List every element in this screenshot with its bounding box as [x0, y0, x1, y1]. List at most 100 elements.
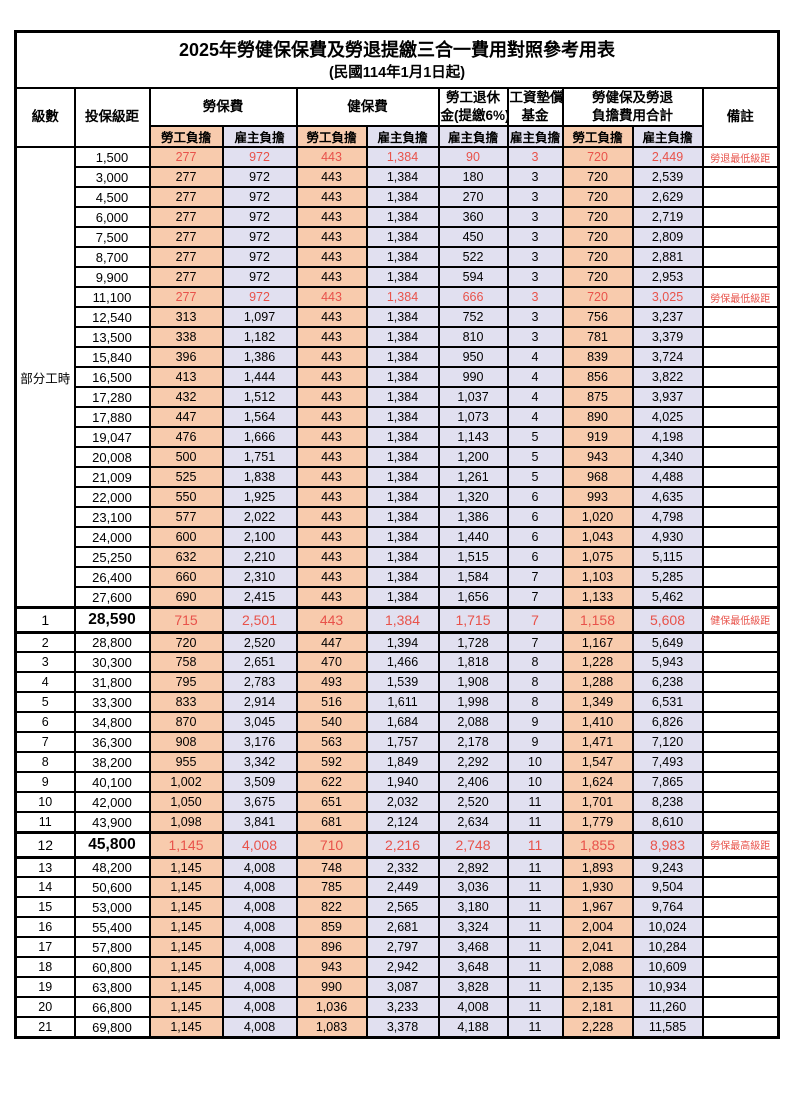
cell-total-employee: 1,855 — [561, 830, 634, 859]
cell-labor-employer: 2,914 — [221, 691, 298, 714]
table-row: 21,009 525 1,838 443 1,384 1,261 5 968 4,488 — [16, 466, 780, 489]
cell-total-employer: 3,025 — [631, 286, 704, 309]
subheader-labor-employer: 雇主負擔 — [221, 125, 298, 149]
cell-total-employer: 3,724 — [631, 346, 704, 369]
cell-pension-employer: 1,715 — [437, 605, 509, 634]
table-row: 8 38,200 955 3,342 592 1,849 2,292 10 1,547 7,493 — [14, 751, 780, 774]
cell-total-employer: 3,379 — [631, 326, 704, 349]
table-row: 部分工時 1,500 277 972 443 1,384 90 3 720 2,449 勞退最低級距 — [14, 146, 780, 609]
table-row: 20,008 500 1,751 443 1,384 1,200 5 943 4,340 — [16, 446, 780, 469]
cell-labor-employee: 396 — [148, 346, 224, 369]
cell-health-employee: 943 — [295, 956, 368, 979]
table-row: 24,000 600 2,100 443 1,384 1,440 6 1,043 4,930 — [16, 526, 780, 549]
cell-labor-employee: 632 — [148, 546, 224, 569]
cell-total-employee: 2,041 — [561, 936, 634, 959]
cell-pension-employer: 1,073 — [437, 406, 509, 429]
cell-health-employee: 443 — [295, 286, 368, 309]
cell-note — [701, 811, 780, 834]
cell-salary-bracket: 20,008 — [73, 446, 151, 469]
cell-health-employer: 1,466 — [365, 651, 440, 674]
subheader-total-employee: 勞工負擔 — [561, 125, 634, 149]
cell-level: 18 — [14, 956, 76, 979]
cell-labor-employee: 715 — [148, 605, 224, 634]
cell-labor-employer: 2,520 — [221, 631, 298, 654]
table-row: 17,880 447 1,564 443 1,384 1,073 4 890 4,025 — [16, 406, 780, 429]
cell-pension-employer: 2,292 — [437, 751, 509, 774]
cell-note — [701, 976, 780, 999]
cell-salary-bracket: 25,250 — [73, 546, 151, 569]
cell-note — [701, 246, 780, 269]
cell-labor-employer: 3,045 — [221, 711, 298, 734]
cell-health-employer: 1,384 — [365, 486, 440, 509]
cell-total-employee: 890 — [561, 406, 634, 429]
cell-level: 19 — [14, 976, 76, 999]
cell-salary-bracket: 23,100 — [73, 506, 151, 529]
cell-pension-employer: 810 — [437, 326, 509, 349]
cell-pension-employer: 450 — [437, 226, 509, 249]
cell-pension-employer: 666 — [437, 286, 509, 309]
cell-salary-bracket: 34,800 — [73, 711, 151, 734]
cell-health-employer: 1,539 — [365, 671, 440, 694]
cell-level: 1 — [14, 605, 76, 634]
cell-note — [701, 426, 780, 449]
cell-total-employer: 11,260 — [631, 996, 704, 1019]
cell-health-employer: 2,681 — [365, 916, 440, 939]
cell-pension-employer: 180 — [437, 166, 509, 189]
cell-pension-employer: 594 — [437, 266, 509, 289]
cell-total-employer: 6,826 — [631, 711, 704, 734]
cell-labor-employee: 550 — [148, 486, 224, 509]
cell-fund-employer: 11 — [506, 811, 564, 834]
cell-health-employer: 1,384 — [365, 206, 440, 229]
cell-health-employer: 1,394 — [365, 631, 440, 654]
cell-labor-employee: 795 — [148, 671, 224, 694]
cell-health-employee: 470 — [295, 651, 368, 674]
cell-labor-employee: 338 — [148, 326, 224, 349]
fund-header-line1: 工資墊償 — [509, 89, 563, 105]
cell-total-employer: 2,719 — [631, 206, 704, 229]
table-row: 20 66,800 1,145 4,008 1,036 3,233 4,008 11 2,181… — [14, 996, 780, 1019]
cell-note — [701, 186, 780, 209]
cell-total-employer: 10,934 — [631, 976, 704, 999]
cell-fund-employer: 7 — [506, 566, 564, 589]
cell-salary-bracket: 60,800 — [73, 956, 151, 979]
table-row: 22,000 550 1,925 443 1,384 1,320 6 993 4,635 — [16, 486, 780, 509]
col-group-wage-arrears-fund: 工資墊償 基金 — [506, 86, 564, 128]
cell-labor-employer: 972 — [221, 286, 298, 309]
cell-pension-employer: 2,634 — [437, 811, 509, 834]
cell-total-employer: 4,025 — [631, 406, 704, 429]
cell-health-employee: 443 — [295, 266, 368, 289]
cell-fund-employer: 3 — [506, 246, 564, 269]
cell-health-employee: 443 — [295, 306, 368, 329]
cell-total-employee: 720 — [561, 166, 634, 189]
cell-pension-employer: 1,818 — [437, 651, 509, 674]
cell-pension-employer: 2,520 — [437, 791, 509, 814]
cell-pension-employer: 1,320 — [437, 486, 509, 509]
cell-health-employer: 2,942 — [365, 956, 440, 979]
cell-total-employee: 2,135 — [561, 976, 634, 999]
cell-salary-bracket: 21,009 — [73, 466, 151, 489]
cell-total-employee: 781 — [561, 326, 634, 349]
cell-health-employee: 563 — [295, 731, 368, 754]
cell-pension-employer: 1,728 — [437, 631, 509, 654]
cell-labor-employee: 1,145 — [148, 1016, 224, 1039]
page: 2025年勞健保保費及勞退提繳三合一費用對照參考用表 (民國114年1月1日起)… — [14, 30, 781, 1039]
cell-health-employee: 651 — [295, 791, 368, 814]
cell-health-employee: 1,036 — [295, 996, 368, 1019]
col-group-total: 勞健保及勞退 負擔費用合計 — [561, 86, 704, 128]
cell-note: 健保最低級距 — [701, 605, 780, 634]
cell-labor-employee: 1,145 — [148, 896, 224, 919]
cell-health-employer: 2,032 — [365, 791, 440, 814]
cell-labor-employer: 972 — [221, 166, 298, 189]
cell-labor-employer: 3,509 — [221, 771, 298, 794]
cell-labor-employee: 1,145 — [148, 830, 224, 859]
cell-labor-employee: 277 — [148, 186, 224, 209]
cell-total-employee: 875 — [561, 386, 634, 409]
cell-labor-employee: 500 — [148, 446, 224, 469]
cell-total-employee: 943 — [561, 446, 634, 469]
cell-health-employee: 447 — [295, 631, 368, 654]
cell-pension-employer: 90 — [437, 146, 509, 169]
cell-pension-employer: 1,200 — [437, 446, 509, 469]
cell-health-employee: 443 — [295, 426, 368, 449]
cell-health-employer: 1,384 — [365, 186, 440, 209]
cell-total-employee: 720 — [561, 226, 634, 249]
